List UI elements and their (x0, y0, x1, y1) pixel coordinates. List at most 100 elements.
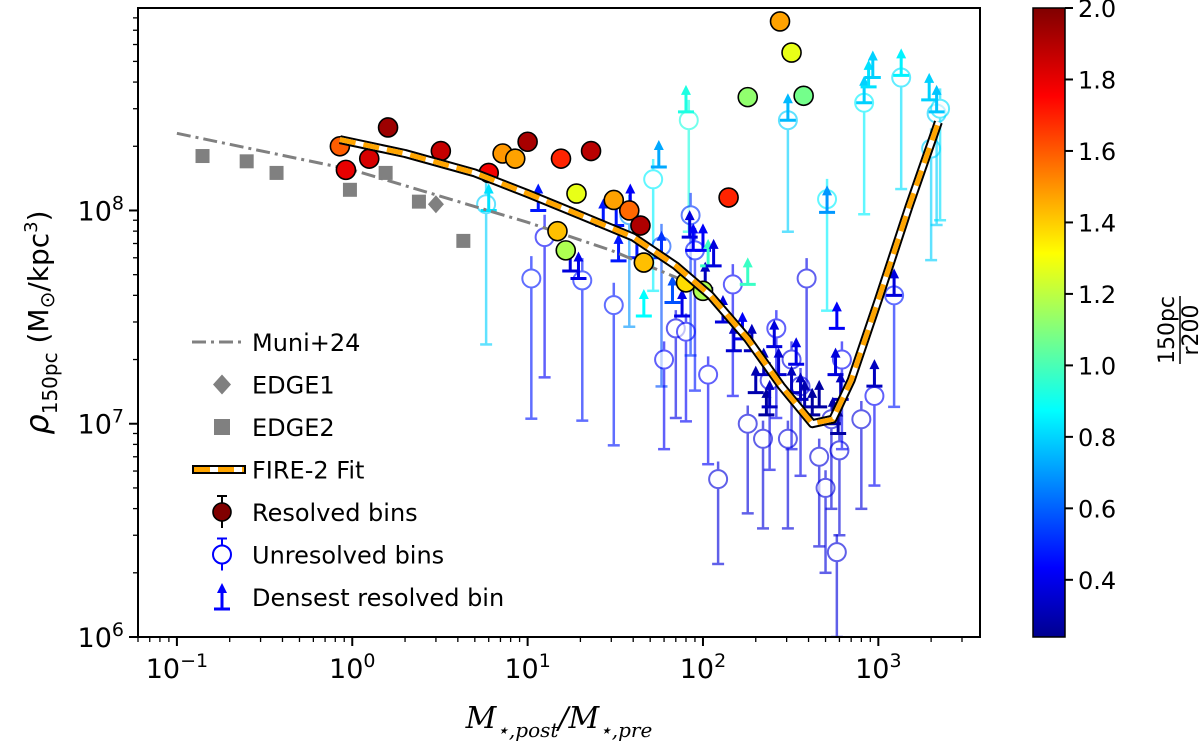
edge2-point (269, 165, 284, 180)
legend-entry: Muni+24 (192, 329, 360, 357)
densest-bin-arrow (650, 139, 667, 169)
densest-bin-arrow (610, 233, 627, 263)
arrow-head (867, 50, 878, 61)
arrow-head (667, 275, 678, 286)
unresolved-point (603, 282, 624, 447)
resolved-point (555, 240, 577, 261)
legend-label: EDGE2 (252, 414, 335, 442)
unresolved-marker (603, 295, 624, 316)
unresolved-marker (930, 98, 951, 119)
densest-bin-arrow (674, 289, 691, 318)
arrow-head (613, 233, 624, 244)
unresolved-marker (678, 110, 699, 131)
resolved-point (781, 42, 802, 63)
unresolved-point (851, 401, 872, 511)
arrow-head (863, 59, 874, 70)
unresolved-point (684, 228, 705, 392)
densest-bin-arrow (886, 268, 903, 297)
resolved-point (633, 252, 655, 273)
legend: Muni+24 EDGE1 EDGE2 FIRE-2 Fit Resolved bins… (192, 329, 504, 612)
arrow-head (835, 372, 846, 383)
colorbar-tick-label: 1.4 (1078, 209, 1116, 237)
colorbar-gradient (1032, 7, 1066, 638)
densest-bin-arrow (788, 337, 805, 366)
unresolved-marker (815, 477, 836, 498)
densest-bin-arrow (921, 72, 938, 102)
unresolved-point (534, 214, 555, 379)
arrow-head (769, 319, 780, 330)
resolved-point (517, 131, 538, 153)
unresolved-marker (851, 409, 872, 430)
densest-bin-arrow (893, 48, 910, 77)
unresolved-point (698, 356, 719, 466)
densest-bin-arrow (677, 84, 694, 114)
colorbar: 2.0 1.8 1.6 1.4 1.2 1.0 0.8 0.6 0.4 150pc r200 (1032, 0, 1200, 638)
unresolved-marker (476, 194, 497, 215)
legend-unresolved-icon (212, 544, 232, 565)
arrow-head (791, 337, 802, 348)
densest-bin-arrow (681, 210, 698, 239)
resolved-point (566, 183, 587, 204)
x-tick-label: 100 (329, 650, 375, 685)
unresolved-marker (737, 413, 758, 434)
legend-diamond-icon (213, 374, 231, 395)
x-axis-label: M⋆,post/M⋆,pre (465, 701, 653, 742)
legend-entry: Resolved bins (212, 495, 418, 528)
muni24-line (176, 131, 704, 290)
legend-label: Unresolved bins (252, 542, 444, 570)
legend-label: Densest resolved bin (252, 584, 504, 612)
densest-bin-arrow (864, 50, 881, 80)
resolved-point (630, 215, 651, 236)
resolved-point (550, 148, 572, 169)
densest-bin-arrow (664, 275, 681, 305)
colorbar-tick-label: 0.8 (1078, 424, 1116, 452)
arrow-head (677, 289, 688, 300)
arrow-head (533, 183, 544, 194)
arrow-head (807, 387, 818, 398)
arrow-head (773, 347, 784, 358)
x-tick-label: 10−1 (146, 650, 208, 685)
colorbar-tick-label: 1.8 (1078, 66, 1116, 94)
unresolved-marker (708, 469, 729, 490)
x-tick-label: 102 (680, 650, 726, 685)
unresolved-point (737, 405, 758, 515)
edge2-point (411, 194, 426, 209)
resolved-point (603, 189, 625, 211)
arrow-head (697, 223, 708, 234)
arrow-head (653, 139, 664, 150)
resolved-point (737, 86, 759, 108)
unresolved-point (864, 377, 885, 487)
x-tick-label: 101 (504, 650, 550, 685)
densest-bin-arrow (635, 289, 652, 318)
unresolved-marker (753, 428, 774, 449)
y-axis-label: ρ150pc (M⊙/kpc3) (18, 210, 62, 434)
legend-arrow-head (217, 583, 227, 593)
arrow-head (830, 347, 841, 358)
unresolved-marker (796, 268, 817, 289)
y-tick-label: 106 (78, 619, 124, 654)
unresolved-point (572, 258, 593, 422)
resolved-point (718, 187, 739, 208)
legend-entry: Unresolved bins (212, 537, 444, 571)
legend-resolved-icon (212, 502, 232, 522)
densest-bin-arrow (705, 238, 722, 268)
resolved-point (793, 85, 814, 107)
edge2-point (239, 154, 254, 169)
densest-bin-arrow (828, 301, 845, 330)
unresolved-point (654, 341, 675, 451)
arrow-head (931, 84, 942, 95)
unresolved-marker (698, 364, 719, 385)
unresolved-marker (809, 446, 830, 467)
edge2-point (195, 149, 210, 164)
densest-bin-arrow (866, 359, 883, 388)
colorbar-label: 150pc r200 (1155, 296, 1200, 364)
resolved-point (504, 148, 526, 169)
resolved-point (769, 11, 791, 32)
legend-entry: Densest resolved bin (214, 583, 504, 612)
resolved-point (358, 148, 380, 169)
unresolved-point (521, 256, 542, 420)
unresolved-marker (864, 385, 885, 406)
fire2-fit-line (339, 121, 941, 427)
arrow-head (814, 379, 825, 390)
arrow-head (737, 311, 748, 322)
